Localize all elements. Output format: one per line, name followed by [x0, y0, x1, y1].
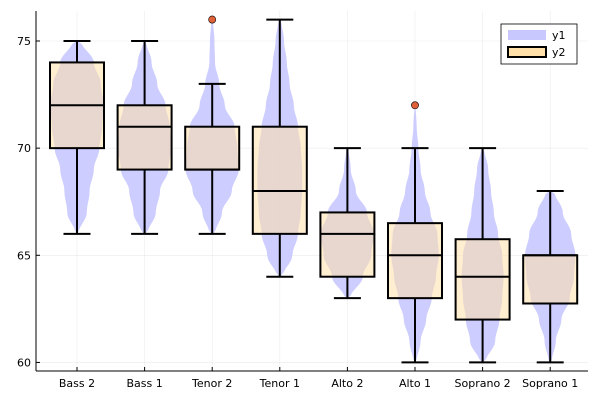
box-iqr [454, 238, 511, 321]
box-iqr [387, 222, 443, 300]
box-1 [116, 40, 173, 235]
y-tick-label: 65 [17, 249, 31, 262]
y-tick-label: 60 [17, 356, 31, 369]
box-iqr [251, 125, 308, 235]
box-iqr [184, 125, 241, 171]
x-tick-label: Tenor 2 [191, 377, 232, 390]
y-tick-label: 75 [17, 35, 31, 48]
box-0 [49, 40, 105, 235]
box-6 [454, 147, 511, 364]
x-tick-label: Soprano 2 [455, 377, 511, 390]
axis-layer: 60 65 70 75 Bass 2 Bass 1 Tenor 2 Tenor 1 Alto 2… [17, 11, 588, 390]
box-3 [251, 18, 308, 278]
x-tick-label: Alto 2 [331, 377, 363, 390]
outlier-point [208, 15, 217, 24]
x-tick-label: Soprano 1 [522, 377, 578, 390]
box-7 [522, 190, 579, 364]
legend-swatch-y1 [508, 30, 546, 40]
box-iqr [319, 211, 376, 278]
legend-swatch-y2 [507, 46, 547, 58]
box-5 [387, 101, 443, 364]
box-layer [49, 15, 579, 364]
x-tick-label: Alto 1 [399, 377, 431, 390]
legend-label-y1: y1 [552, 29, 566, 42]
box-iqr [522, 254, 579, 305]
y-tick-label: 70 [17, 142, 31, 155]
legend-label-y2: y2 [552, 46, 566, 59]
outlier-point [411, 101, 419, 110]
x-tick-label: Tenor 1 [259, 377, 300, 390]
x-tick-label: Bass 2 [59, 377, 95, 390]
box-2 [184, 15, 241, 235]
box-iqr [116, 104, 173, 171]
x-tick-label: Bass 1 [126, 377, 162, 390]
box-4 [319, 147, 376, 300]
